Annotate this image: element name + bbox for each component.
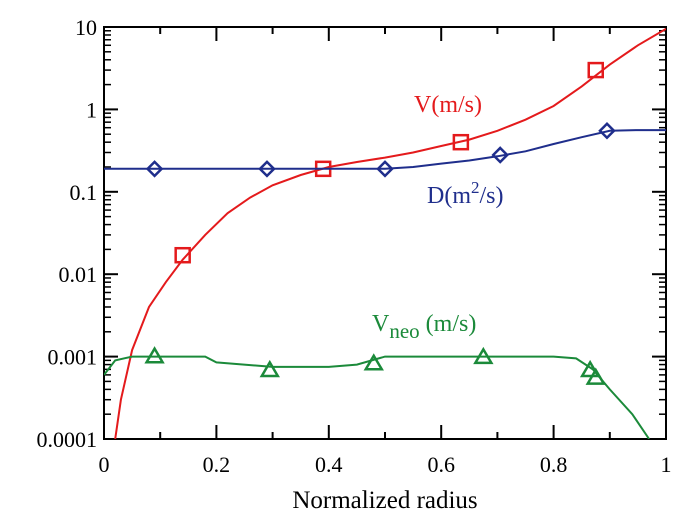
x-tick-label: 0.6 bbox=[427, 452, 455, 477]
y-tick-label: 0.01 bbox=[59, 262, 98, 287]
y-tick-label: 1 bbox=[86, 97, 97, 122]
marker-square bbox=[452, 133, 470, 151]
x-tick-labels: 0 0.2 0.4 0.6 0.8 1 bbox=[99, 452, 672, 477]
marker-square bbox=[174, 246, 191, 264]
x-tick-label: 0 bbox=[99, 452, 110, 477]
marker-diamond bbox=[491, 146, 509, 164]
marker-diamond bbox=[258, 160, 276, 178]
series-group bbox=[104, 27, 666, 439]
series-line-d bbox=[104, 129, 666, 170]
marker-triangle bbox=[585, 367, 606, 385]
x-axis-title: Normalized radius bbox=[292, 487, 477, 514]
x-tick-label: 1 bbox=[661, 452, 672, 477]
marker-triangle bbox=[363, 353, 384, 371]
y-tick-label: 0.0001 bbox=[37, 427, 98, 452]
marker-diamond bbox=[376, 160, 394, 178]
x-tick-label: 0.2 bbox=[203, 452, 231, 477]
series-label-d: D(m2/s) bbox=[427, 178, 504, 209]
x-tick-label: 0.8 bbox=[540, 452, 568, 477]
series-line-v bbox=[114, 27, 666, 439]
marker-triangle bbox=[259, 359, 280, 378]
marker-triangle bbox=[144, 346, 165, 364]
y-tick-labels: 0.0001 0.001 0.01 0.1 1 10 bbox=[37, 15, 98, 452]
marker-diamond bbox=[145, 160, 164, 178]
y-tick-label: 0.1 bbox=[70, 180, 98, 205]
axis-ticks bbox=[103, 26, 667, 440]
marker-diamond bbox=[598, 122, 616, 140]
series-label-v: V(m/s) bbox=[414, 92, 482, 118]
y-tick-label: 10 bbox=[75, 15, 97, 40]
y-tick-label: 0.001 bbox=[48, 345, 98, 370]
marker-triangle bbox=[579, 359, 601, 378]
marker-triangle bbox=[473, 346, 494, 365]
x-tick-label: 0.4 bbox=[315, 452, 343, 477]
series-label-vneo: Vneo (m/s) bbox=[372, 311, 476, 343]
marker-square bbox=[587, 61, 604, 79]
